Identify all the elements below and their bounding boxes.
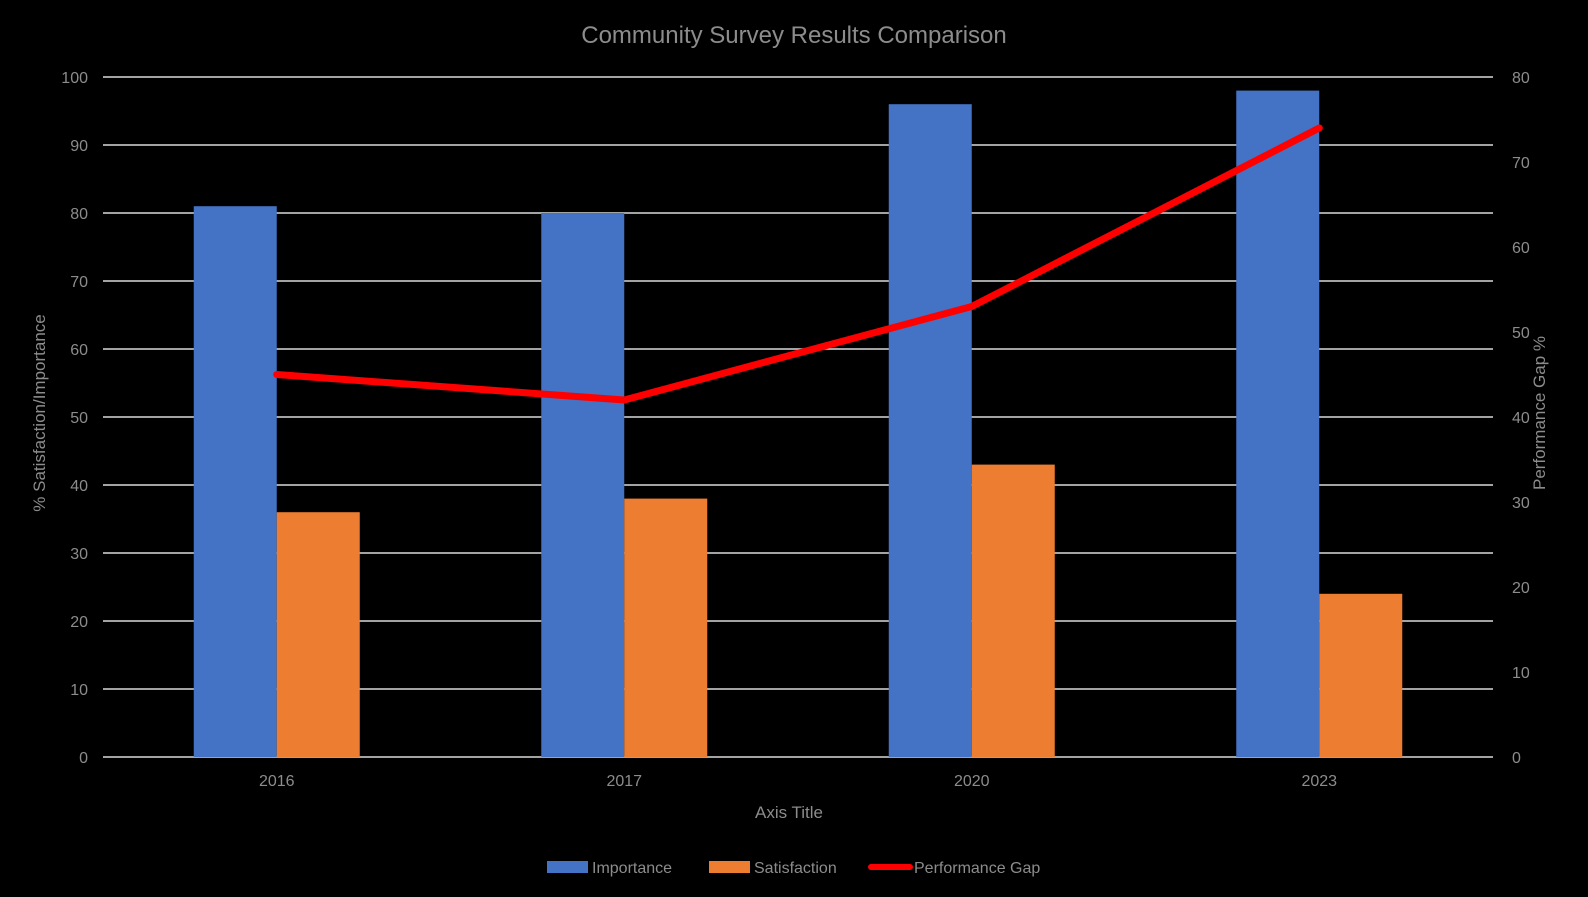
legend-swatch	[709, 861, 750, 873]
y-tick-label: 30	[70, 546, 88, 563]
chart-title: Community Survey Results Comparison	[581, 22, 1006, 49]
bar-satisfaction	[624, 498, 708, 757]
line-series	[273, 124, 1323, 404]
left-axis-ticks: 0 10 20 30 40 50 60 70 80 90 100	[61, 70, 88, 767]
y-tick-label: 50	[70, 410, 88, 427]
bar-satisfaction	[276, 512, 360, 757]
y-tick-label: 60	[70, 342, 88, 359]
y2-tick-label: 20	[1512, 580, 1530, 597]
y2-tick-label: 10	[1512, 665, 1530, 682]
legend-item: Performance Gap	[868, 860, 1040, 877]
x-tick-label: 2020	[954, 773, 990, 790]
bars	[193, 90, 1403, 758]
y2-tick-label: 60	[1512, 240, 1530, 257]
legend-label: Performance Gap	[914, 860, 1040, 877]
y2-axis-title: Performance Gap %	[1530, 336, 1549, 490]
right-axis-ticks: 0 10 20 30 40 50 60 70 80	[1512, 70, 1530, 767]
legend-item: Satisfaction	[709, 860, 837, 877]
legend-item: Importance	[547, 860, 672, 877]
x-axis-ticks: 2016 2017 2020 2023	[259, 773, 1337, 790]
bar-satisfaction	[971, 464, 1055, 757]
bar-importance	[193, 206, 277, 757]
legend-label: Satisfaction	[754, 860, 837, 877]
y-tick-label: 70	[70, 274, 88, 291]
x-axis-title: Axis Title	[755, 803, 823, 822]
y2-tick-label: 0	[1512, 750, 1521, 767]
bar-satisfaction	[1319, 593, 1403, 757]
line-performance-gap	[273, 124, 1323, 404]
y2-tick-label: 70	[1512, 155, 1530, 172]
y-tick-label: 90	[70, 138, 88, 155]
y-tick-label: 10	[70, 682, 88, 699]
legend-swatch	[547, 861, 588, 873]
y2-tick-label: 50	[1512, 325, 1530, 342]
bar-importance	[1236, 90, 1320, 758]
x-tick-label: 2017	[606, 773, 642, 790]
bar-importance	[888, 104, 972, 757]
x-tick-label: 2023	[1301, 773, 1337, 790]
y-tick-label: 0	[79, 750, 88, 767]
y-tick-label: 80	[70, 206, 88, 223]
y-tick-label: 20	[70, 614, 88, 631]
y-axis-title: % Satisfaction/Importance	[30, 314, 49, 511]
bar-importance	[541, 213, 625, 757]
legend: Importance Satisfaction Performance Gap	[547, 860, 1040, 877]
y-tick-label: 40	[70, 478, 88, 495]
y2-tick-label: 30	[1512, 495, 1530, 512]
x-tick-label: 2016	[259, 773, 295, 790]
y-tick-label: 100	[61, 70, 88, 87]
y2-tick-label: 40	[1512, 410, 1530, 427]
legend-label: Importance	[592, 860, 672, 877]
y2-tick-label: 80	[1512, 70, 1530, 87]
